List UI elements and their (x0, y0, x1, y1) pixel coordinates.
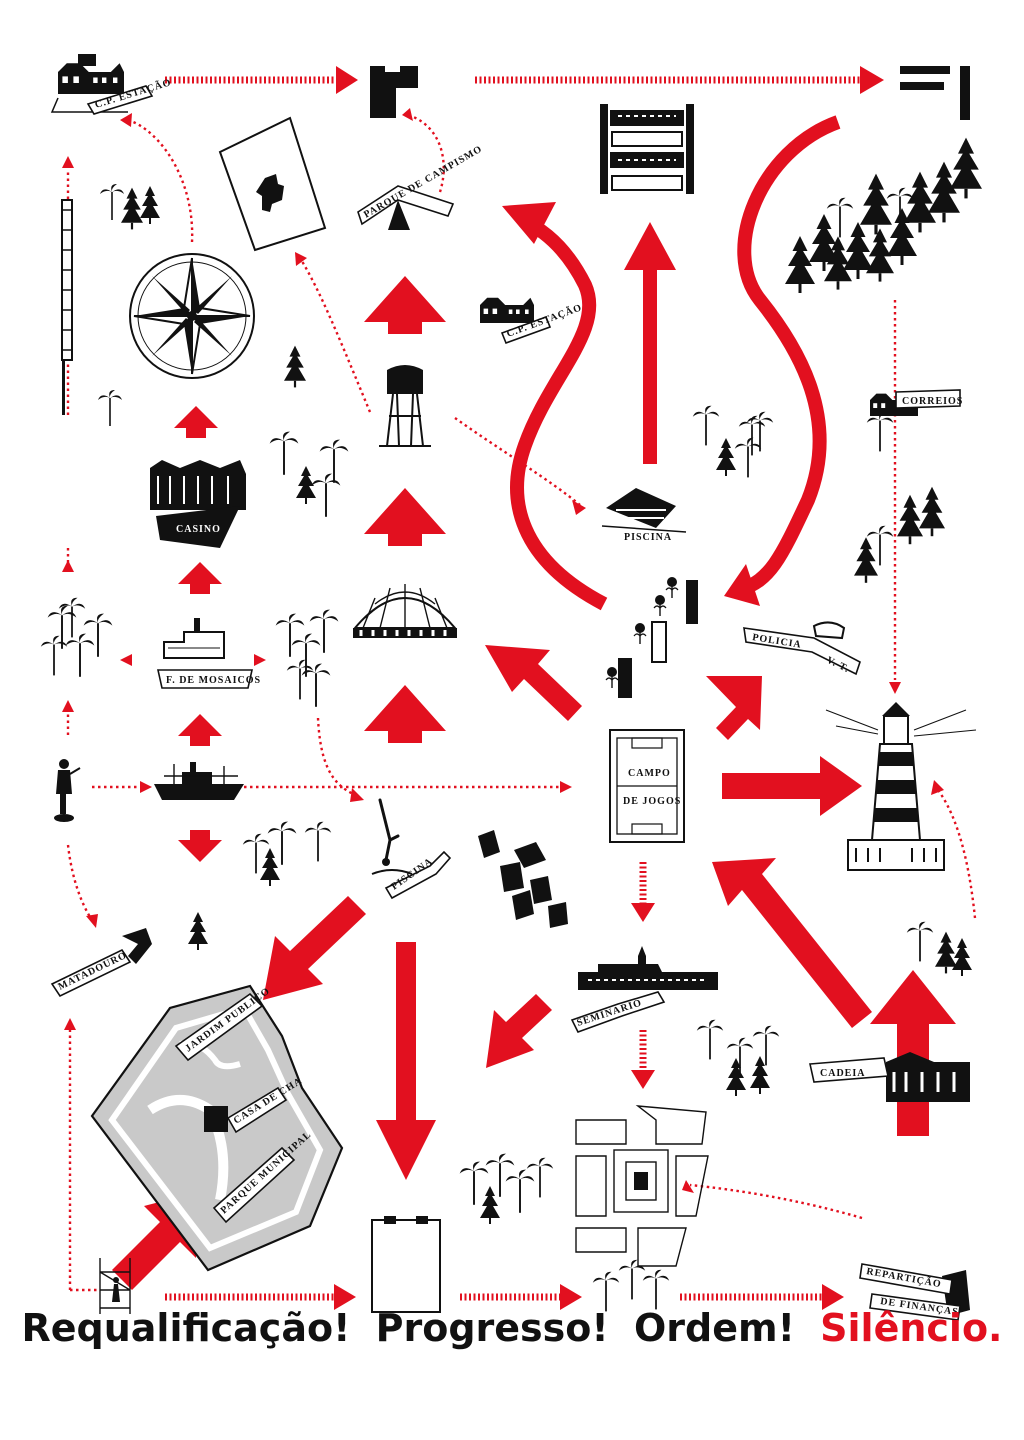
pool-building-icon: PISCINA (601, 488, 687, 543)
water-tower-icon (379, 365, 431, 447)
municipal-park: JARDIM PUBLICO CASA DE CHA PARQUE MUNICI… (90, 984, 344, 1272)
campo-label-2: DE JOGOS (623, 796, 681, 807)
compass-rose-icon (129, 253, 255, 379)
lighthouse-icon (825, 702, 977, 871)
building-block-icon (370, 66, 970, 120)
town-square-icon (575, 1105, 709, 1267)
factory-icon: F. DE MOSAICOS (157, 618, 261, 689)
train-station-icon: C.P. ESTAÇÃO (50, 54, 173, 115)
diver-icon: PISCINA (371, 798, 452, 900)
scale-bar (61, 199, 73, 415)
post-office-icon: CORREIOS (870, 389, 963, 416)
campo-label-1: CAMPO (628, 768, 671, 779)
plan-sheet-icon (218, 116, 327, 252)
tower-blocks-icon (605, 576, 698, 698)
scaffold-worker-icon (99, 1258, 131, 1314)
tax-office-icon: REPARTIÇÃO DE FINANÇAS (859, 1263, 970, 1321)
cadeia-label: CADEIA (820, 1068, 865, 1079)
dotted-routes (62, 108, 977, 1292)
matadouro-label: MATADOURO (56, 950, 128, 993)
football-field-icon: CAMPO DE JOGOS (609, 729, 685, 843)
mosaicos-label: F. DE MOSAICOS (166, 675, 261, 686)
scattered-blocks-icon (478, 830, 568, 928)
slogan-ordem: Ordem! (633, 1306, 795, 1350)
casino-label: CASINO (176, 524, 221, 535)
police-icon: POLICIA V. T. (743, 621, 861, 675)
tent-icon: PARQUE DE CAMPISMO (357, 144, 484, 230)
train-station-icon-2: C.P. ESTAÇÃO (480, 297, 584, 345)
correios-label: CORREIOS (902, 396, 963, 407)
slogan-silencio: Silêncio. (820, 1306, 1003, 1350)
walking-man-icon (54, 759, 81, 822)
hatched-arrows (165, 66, 884, 1310)
seminario-label: SEMINARIO (576, 997, 644, 1028)
empty-lot-icon (371, 1216, 441, 1313)
seminary-icon: SEMINARIO (570, 946, 718, 1033)
solid-arrows (112, 115, 956, 1290)
slaughterhouse-icon: MATADOURO (50, 928, 152, 998)
casino-icon: CASINO (150, 460, 246, 548)
slogan-progresso: Progresso! (375, 1306, 609, 1350)
ship-icon (154, 762, 244, 800)
dome-icon (352, 584, 458, 638)
campismo-label: PARQUE DE CAMPISMO (362, 144, 484, 221)
prison-icon: CADEIA (809, 1052, 970, 1102)
housing-blocks-icon (600, 104, 694, 194)
slogan-requalificacao: Requalificação! (21, 1306, 351, 1350)
slogan: Requalificação! Progresso! Ordem! Silênc… (0, 1306, 1024, 1350)
pine-forest (785, 137, 982, 293)
piscina-label-1: PISCINA (624, 532, 672, 543)
